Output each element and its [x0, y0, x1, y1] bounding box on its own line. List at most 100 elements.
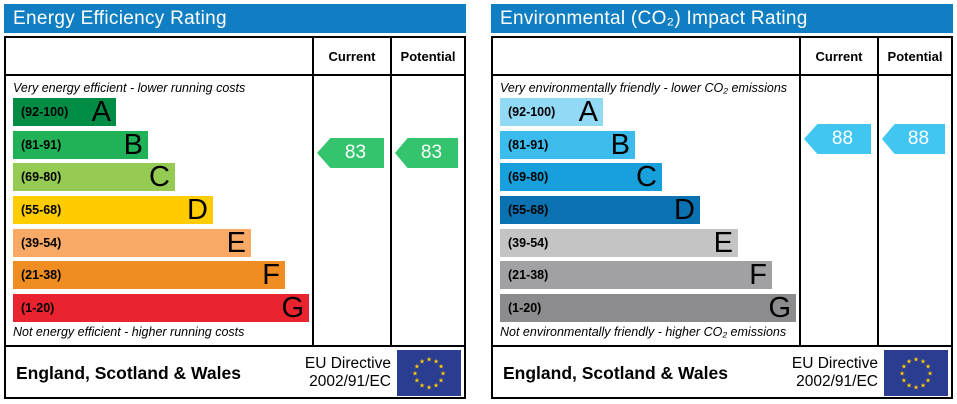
co2-header-spacer: [493, 38, 799, 76]
svg-text:★: ★: [901, 377, 907, 385]
co2-band-b: (81-91) B: [500, 128, 635, 161]
svg-text:★: ★: [899, 370, 905, 378]
band-row: (92-100) A: [13, 96, 312, 128]
band-range-label: (1-20): [21, 300, 55, 315]
band-row: (39-54) E: [500, 226, 799, 259]
eu-flag-icon: ★ ★★ ★★★ ★★★ ★★★: [397, 350, 461, 396]
energy-bottom-note: Not energy efficient - higher running co…: [13, 325, 245, 339]
band-grade-letter: B: [123, 128, 143, 161]
band-grade-letter: A: [91, 96, 111, 128]
energy-band-d: (55-68) D: [13, 193, 213, 226]
band-range-label: (39-54): [508, 235, 549, 250]
svg-text:★: ★: [913, 384, 919, 392]
svg-text:★: ★: [412, 370, 418, 378]
band-grade-letter: A: [578, 96, 598, 128]
eu-flag-icon: ★ ★★ ★★★ ★★★ ★★★: [884, 350, 948, 396]
band-row: (81-91) B: [500, 128, 799, 161]
svg-text:★: ★: [925, 377, 931, 385]
co2-band-g: (1-20) G: [500, 291, 796, 324]
svg-text:★: ★: [433, 357, 439, 365]
band-grade-letter: C: [636, 161, 657, 194]
co2-table: Current Potential Very environmentally f…: [491, 36, 953, 399]
svg-text:★: ★: [414, 363, 420, 371]
band-range-label: (21-38): [21, 268, 62, 283]
co2-header-current: Current: [799, 38, 877, 76]
band-row: (1-20) G: [13, 291, 312, 324]
energy-potential-arrow: 83: [395, 138, 458, 168]
band-grade-letter: C: [149, 161, 170, 194]
band-row: (81-91) B: [13, 128, 312, 161]
co2-title-bar: Environmental (CO₂) Impact Rating: [491, 4, 953, 33]
band-range-label: (92-100): [508, 105, 556, 119]
region-label: England, Scotland & Wales: [16, 362, 241, 383]
band-row: (69-80) C: [500, 161, 799, 194]
energy-current-cell: 83: [312, 76, 390, 345]
energy-title-bar: Energy Efficiency Rating: [4, 4, 466, 33]
svg-text:★: ★: [906, 382, 912, 390]
svg-text:★: ★: [925, 363, 931, 371]
svg-text:★: ★: [920, 382, 926, 390]
svg-text:★: ★: [901, 363, 907, 371]
co2-band-c: (69-80) C: [500, 161, 662, 194]
svg-text:★: ★: [438, 363, 444, 371]
band-range-label: (55-68): [21, 202, 62, 217]
band-range-label: (81-91): [508, 137, 549, 152]
band-row: (55-68) D: [13, 193, 312, 226]
band-range-label: (39-54): [21, 235, 62, 250]
band-row: (1-20) G: [500, 291, 799, 324]
energy-band-g: (1-20) G: [13, 291, 309, 324]
eu-directive-line2: 2002/91/EC: [796, 373, 878, 390]
eu-directive-label: EU Directive 2002/91/EC: [305, 355, 391, 391]
co2-current-value: 88: [831, 128, 854, 149]
energy-current-value: 83: [344, 142, 367, 163]
band-grade-letter: F: [749, 259, 767, 292]
energy-top-note: Very energy efficient - lower running co…: [13, 81, 246, 95]
band-grade-letter: F: [262, 259, 280, 292]
eu-directive-line2: 2002/91/EC: [309, 373, 391, 390]
band-grade-letter: G: [768, 291, 791, 324]
co2-potential-value: 88: [907, 128, 930, 149]
band-row: (69-80) C: [13, 161, 312, 194]
energy-potential-value: 83: [420, 142, 443, 163]
co2-band-a: (92-100) A: [500, 96, 603, 128]
co2-footer: England, Scotland & Wales EU Directive 2…: [493, 345, 951, 399]
energy-band-c: (69-80) C: [13, 161, 175, 194]
svg-text:★: ★: [927, 370, 933, 378]
band-range-label: (55-68): [508, 202, 549, 217]
band-grade-letter: D: [187, 193, 208, 226]
energy-efficiency-chart: Energy Efficiency Rating Current Potenti…: [4, 4, 466, 399]
svg-text:★: ★: [419, 357, 425, 365]
energy-band-b: (81-91) B: [13, 128, 148, 161]
co2-impact-chart: Environmental (CO₂) Impact Rating Curren…: [491, 4, 953, 399]
co2-bottom-note: Not environmentally friendly - higher CO…: [500, 325, 787, 339]
eu-directive-label: EU Directive 2002/91/EC: [792, 355, 878, 391]
band-range-label: (69-80): [508, 170, 549, 185]
svg-text:★: ★: [920, 357, 926, 365]
svg-text:★: ★: [433, 382, 439, 390]
energy-potential-cell: 83: [390, 76, 464, 345]
energy-band-f: (21-38) F: [13, 259, 285, 292]
svg-text:★: ★: [913, 356, 919, 364]
co2-band-e: (39-54) E: [500, 226, 738, 259]
energy-title: Energy Efficiency Rating: [13, 7, 227, 29]
co2-band-d: (55-68) D: [500, 195, 700, 224]
co2-top-note: Very environmentally friendly - lower CO…: [500, 81, 788, 95]
energy-table: Current Potential Very energy efficient …: [4, 36, 466, 399]
co2-current-arrow: 88: [804, 124, 871, 154]
band-grade-letter: G: [281, 291, 304, 324]
band-grade-letter: E: [713, 226, 733, 259]
band-range-label: (92-100): [21, 105, 69, 119]
co2-title: Environmental (CO₂) Impact Rating: [500, 7, 808, 29]
band-row: (92-100) A: [500, 96, 799, 128]
svg-text:★: ★: [419, 382, 425, 390]
band-range-label: (21-38): [508, 268, 549, 283]
band-range-label: (81-91): [21, 137, 62, 152]
band-grade-letter: E: [226, 226, 246, 259]
svg-text:★: ★: [906, 357, 912, 365]
svg-text:★: ★: [426, 384, 432, 392]
energy-band-e: (39-54) E: [13, 226, 251, 259]
energy-current-arrow: 83: [317, 138, 384, 168]
energy-header-potential: Potential: [390, 38, 464, 76]
band-grade-letter: B: [610, 128, 630, 161]
co2-header-potential: Potential: [877, 38, 951, 76]
